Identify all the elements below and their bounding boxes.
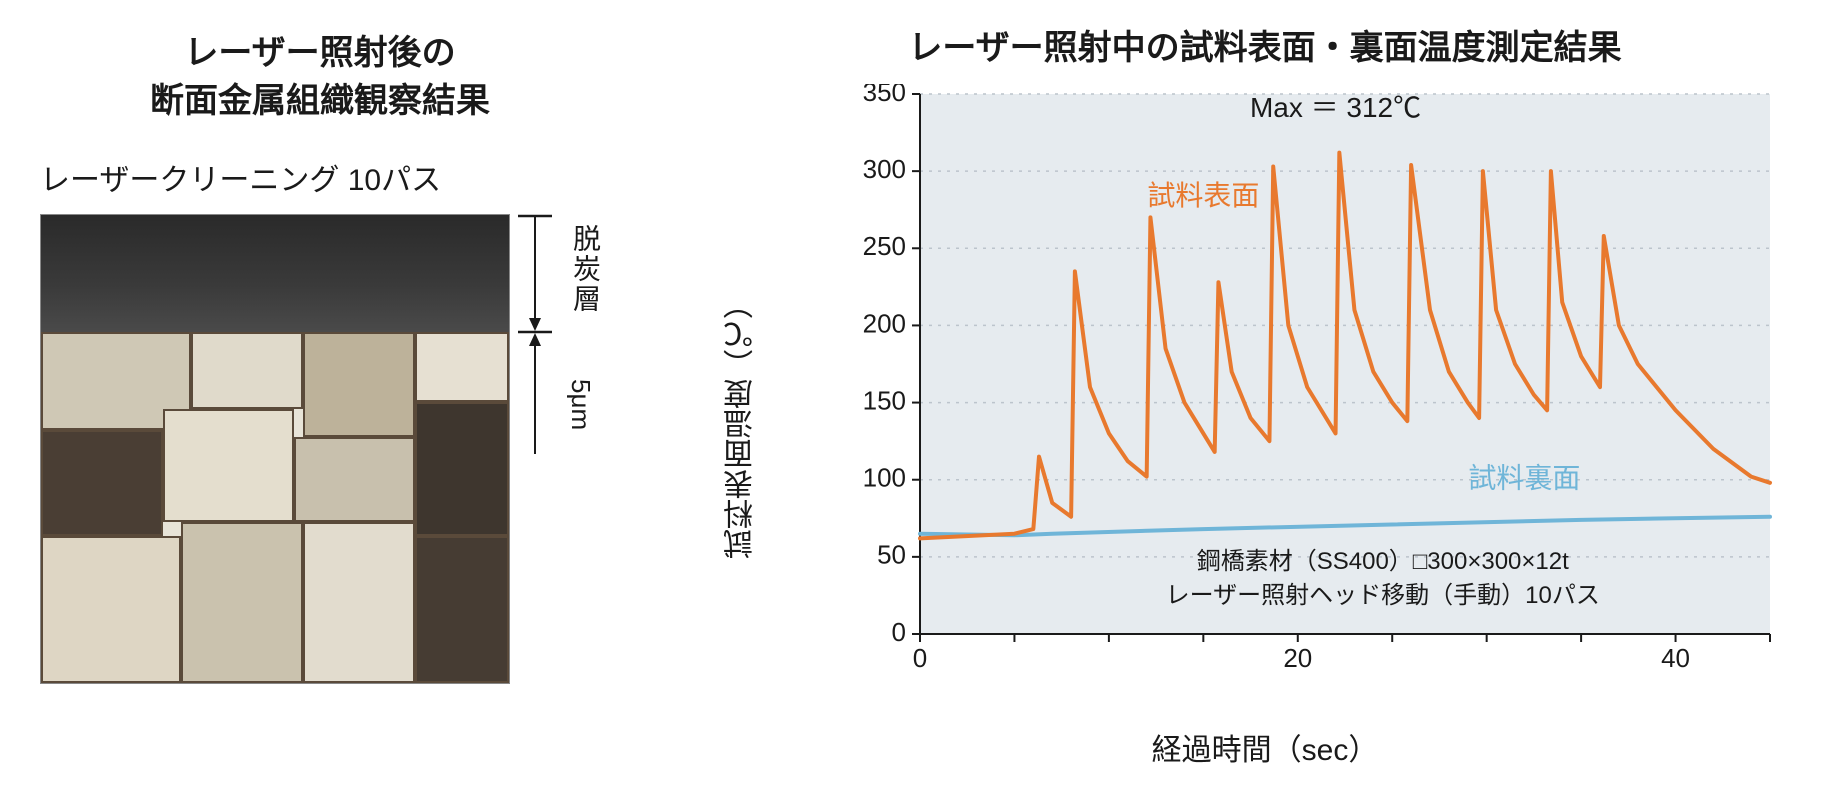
svg-text:レーザー照射ヘッド移動（手動）10パス: レーザー照射ヘッド移動（手動）10パス xyxy=(1166,582,1600,609)
plot-area: 0 50 100 150 200 250 300 350 0 20 40 Max ＝ 312℃ 試料表面… xyxy=(850,84,1780,684)
left-title-line1: レーザー照射後の xyxy=(184,34,455,72)
micrograph-annotation: 脱炭層 5μm xyxy=(510,214,650,684)
dimension-bracket-icon xyxy=(518,214,558,684)
svg-text:0: 0 xyxy=(892,617,906,647)
decarb-dim-label: 5μm xyxy=(565,379,596,430)
mount-region xyxy=(41,215,509,332)
left-title-line2: 断面金属組織観察結果 xyxy=(150,82,490,120)
micrograph-image xyxy=(40,214,510,684)
left-title: レーザー照射後の 断面金属組織観察結果 xyxy=(40,30,600,125)
svg-text:350: 350 xyxy=(863,84,906,107)
line-chart: 0 50 100 150 200 250 300 350 0 20 40 Max ＝ 312℃ 試料表面… xyxy=(850,84,1780,684)
svg-text:100: 100 xyxy=(863,463,906,493)
svg-text:試料表面: 試料表面 xyxy=(1147,180,1259,211)
y-axis-label: 試料表面温度（℃） xyxy=(720,289,764,559)
svg-text:40: 40 xyxy=(1661,643,1690,673)
svg-text:300: 300 xyxy=(863,154,906,184)
x-axis-label: 経過時間（sec） xyxy=(730,725,1800,769)
svg-text:鋼橋素材（SS400）□300×300×12t: 鋼橋素材（SS400）□300×300×12t xyxy=(1197,548,1569,575)
right-title: レーザー照射中の試料表面・裏面温度測定結果 xyxy=(730,20,1800,69)
left-subtitle: レーザークリーニング 10パス xyxy=(40,155,690,199)
right-panel: レーザー照射中の試料表面・裏面温度測定結果 試料表面温度（℃） 0 50 100 15… xyxy=(690,20,1800,782)
svg-text:150: 150 xyxy=(863,385,906,415)
svg-text:0: 0 xyxy=(913,643,927,673)
chart-outer: 試料表面温度（℃） 05010015020025030035002040Max … xyxy=(730,84,1800,764)
metal-region xyxy=(41,332,509,683)
svg-text:Max ＝ 312℃: Max ＝ 312℃ xyxy=(1250,92,1421,123)
decarb-layer-label: 脱炭層 xyxy=(565,224,605,314)
svg-text:200: 200 xyxy=(863,308,906,338)
left-panel: レーザー照射後の 断面金属組織観察結果 レーザークリーニング 10パス xyxy=(40,20,690,782)
micrograph-wrap: 脱炭層 5μm xyxy=(40,214,690,684)
svg-text:試料裏面: 試料裏面 xyxy=(1468,462,1580,493)
figure-container: レーザー照射後の 断面金属組織観察結果 レーザークリーニング 10パス xyxy=(0,0,1840,802)
svg-text:250: 250 xyxy=(863,231,906,261)
svg-text:50: 50 xyxy=(877,540,906,570)
svg-text:20: 20 xyxy=(1283,643,1312,673)
